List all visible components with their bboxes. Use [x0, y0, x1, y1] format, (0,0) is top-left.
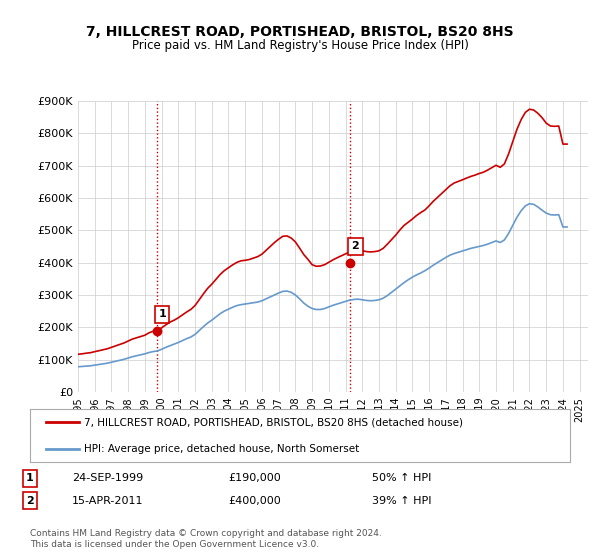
- Text: 39% ↑ HPI: 39% ↑ HPI: [372, 496, 431, 506]
- Text: 50% ↑ HPI: 50% ↑ HPI: [372, 473, 431, 483]
- Text: 7, HILLCREST ROAD, PORTISHEAD, BRISTOL, BS20 8HS: 7, HILLCREST ROAD, PORTISHEAD, BRISTOL, …: [86, 25, 514, 39]
- Text: 2: 2: [26, 496, 34, 506]
- Text: 2: 2: [352, 241, 359, 251]
- Text: £190,000: £190,000: [228, 473, 281, 483]
- Text: 1: 1: [158, 309, 166, 319]
- Text: Contains HM Land Registry data © Crown copyright and database right 2024.
This d: Contains HM Land Registry data © Crown c…: [30, 529, 382, 549]
- Text: 1: 1: [26, 473, 34, 483]
- Text: 15-APR-2011: 15-APR-2011: [72, 496, 143, 506]
- Text: 7, HILLCREST ROAD, PORTISHEAD, BRISTOL, BS20 8HS (detached house): 7, HILLCREST ROAD, PORTISHEAD, BRISTOL, …: [84, 417, 463, 427]
- Text: HPI: Average price, detached house, North Somerset: HPI: Average price, detached house, Nort…: [84, 444, 359, 454]
- Text: 24-SEP-1999: 24-SEP-1999: [72, 473, 143, 483]
- Text: £400,000: £400,000: [228, 496, 281, 506]
- Text: Price paid vs. HM Land Registry's House Price Index (HPI): Price paid vs. HM Land Registry's House …: [131, 39, 469, 52]
